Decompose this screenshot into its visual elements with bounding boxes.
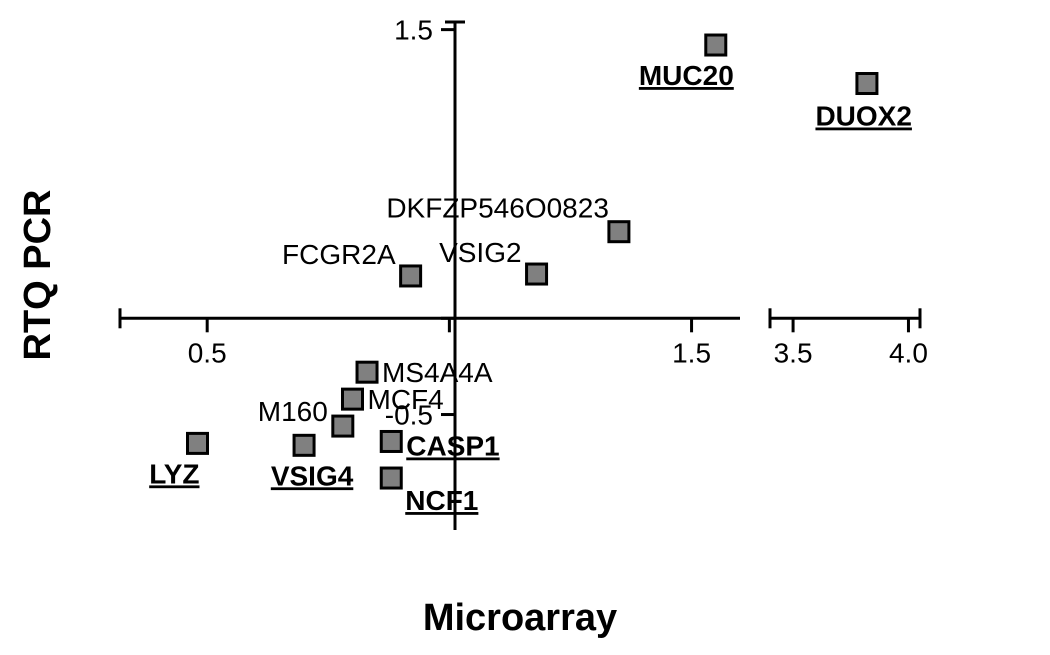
data-point (609, 222, 629, 242)
data-point-label: VSIG2 (439, 237, 521, 268)
chart-container: 0.51.53.54.0-0.51.5MicroarrayRTQ PCRMUC2… (0, 0, 1050, 655)
data-point-label: DKFZP546O0823 (386, 193, 609, 224)
x-tick-label: 3.5 (774, 337, 813, 368)
y-tick-label: 1.5 (394, 14, 433, 45)
data-point-label: M160 (258, 396, 328, 427)
x-tick-label: 1.5 (672, 337, 711, 368)
data-point-label: DUOX2 (815, 101, 911, 132)
x-axis-label: Microarray (423, 597, 617, 639)
data-point (706, 35, 726, 55)
data-point-label: CASP1 (406, 430, 499, 461)
data-point-label: FCGR2A (282, 239, 396, 270)
data-point (857, 74, 877, 94)
data-point-label: NCF1 (405, 485, 478, 516)
data-point-label: MCF4 (368, 384, 444, 415)
data-point (527, 264, 547, 284)
data-point (188, 433, 208, 453)
data-point-label: LYZ (149, 458, 199, 489)
x-tick-label: 0.5 (188, 337, 227, 368)
data-point (381, 431, 401, 451)
data-point (381, 468, 401, 488)
data-point (401, 266, 421, 286)
data-point-label: VSIG4 (271, 460, 354, 491)
data-point-label: MUC20 (639, 60, 734, 91)
data-point (294, 435, 314, 455)
x-tick-label: 4.0 (889, 337, 928, 368)
data-point (343, 389, 363, 409)
y-axis-label: RTQ PCR (17, 190, 59, 361)
data-point (357, 362, 377, 382)
data-point (333, 416, 353, 436)
